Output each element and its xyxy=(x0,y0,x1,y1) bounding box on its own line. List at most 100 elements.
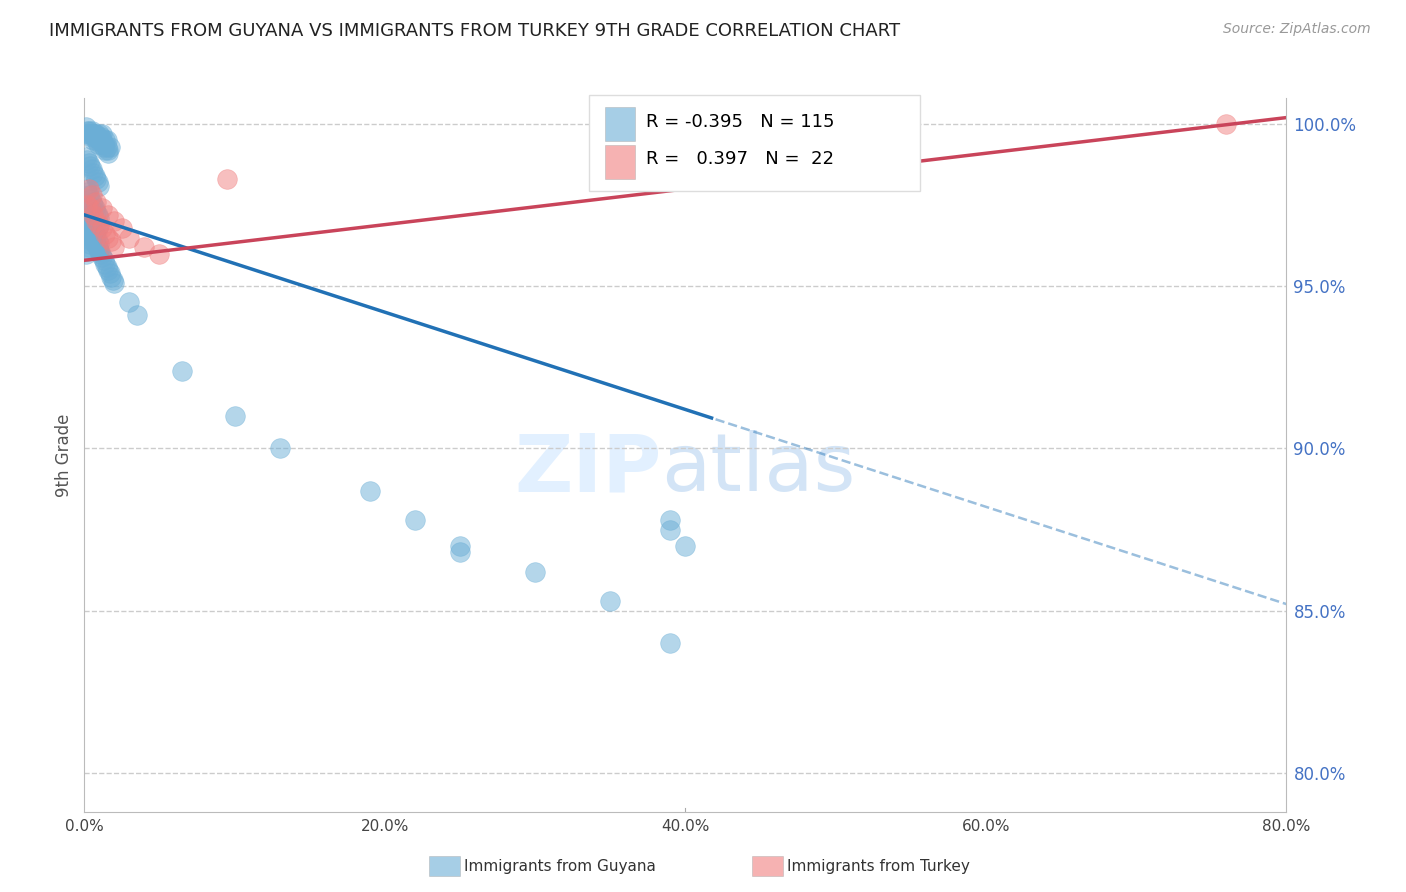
Point xyxy=(87,136,110,151)
Point xyxy=(82,208,104,222)
Point xyxy=(90,130,112,145)
Point xyxy=(97,143,120,157)
Point xyxy=(659,523,682,537)
Point xyxy=(134,240,156,254)
Point xyxy=(76,218,98,232)
Point xyxy=(118,295,141,310)
Point xyxy=(76,211,98,226)
Point xyxy=(83,169,105,183)
Point xyxy=(83,227,105,242)
Point xyxy=(97,146,120,161)
Point xyxy=(87,240,110,254)
Point xyxy=(76,153,98,167)
Point xyxy=(91,250,114,264)
Point xyxy=(77,156,100,170)
Point xyxy=(83,227,105,242)
Bar xyxy=(605,145,636,178)
Point xyxy=(91,220,114,235)
Point xyxy=(96,133,118,147)
Point xyxy=(86,133,108,147)
Point xyxy=(91,127,114,141)
Point xyxy=(76,123,98,137)
Point xyxy=(100,234,122,248)
Point xyxy=(79,224,101,238)
Point xyxy=(86,127,108,141)
Point xyxy=(87,240,110,254)
Text: atlas: atlas xyxy=(661,430,856,508)
Point xyxy=(1215,117,1237,131)
Point xyxy=(83,127,105,141)
FancyBboxPatch shape xyxy=(589,95,920,191)
Point xyxy=(83,130,105,145)
Point xyxy=(86,214,108,228)
Point xyxy=(111,220,134,235)
Point xyxy=(75,214,97,228)
Point xyxy=(86,204,108,219)
Point xyxy=(76,218,98,232)
Point xyxy=(524,565,547,579)
Point xyxy=(90,247,112,261)
Point xyxy=(675,539,697,553)
Point xyxy=(77,220,100,235)
Point xyxy=(76,244,98,258)
Bar xyxy=(605,107,636,141)
Point xyxy=(89,237,111,252)
Point xyxy=(93,136,115,151)
Point xyxy=(75,208,97,222)
Point xyxy=(148,247,170,261)
Point xyxy=(83,234,105,248)
Point xyxy=(80,188,103,202)
Point xyxy=(170,363,193,377)
Point xyxy=(75,120,97,135)
Point xyxy=(80,123,103,137)
Point xyxy=(77,188,100,202)
Point xyxy=(94,133,117,147)
Point xyxy=(94,256,117,270)
Point xyxy=(82,127,104,141)
Point xyxy=(89,127,111,141)
Point xyxy=(79,218,101,232)
Point xyxy=(269,442,291,456)
Point xyxy=(96,260,118,274)
Point xyxy=(77,182,100,196)
Point xyxy=(75,149,97,163)
Point xyxy=(94,227,117,242)
Point xyxy=(86,172,108,186)
Point xyxy=(91,202,114,216)
Point xyxy=(97,263,120,277)
Point xyxy=(83,202,105,216)
Point xyxy=(97,230,120,244)
Point xyxy=(97,208,120,222)
Text: IMMIGRANTS FROM GUYANA VS IMMIGRANTS FROM TURKEY 9TH GRADE CORRELATION CHART: IMMIGRANTS FROM GUYANA VS IMMIGRANTS FRO… xyxy=(49,22,900,40)
Point xyxy=(87,176,110,190)
Point xyxy=(404,513,426,527)
Y-axis label: 9th Grade: 9th Grade xyxy=(55,413,73,497)
Point xyxy=(224,409,246,423)
Point xyxy=(93,140,115,154)
Text: Source: ZipAtlas.com: Source: ZipAtlas.com xyxy=(1223,22,1371,37)
Point xyxy=(96,140,118,154)
Point xyxy=(359,483,381,498)
Point xyxy=(86,224,108,238)
Point xyxy=(103,276,125,290)
Point xyxy=(125,309,148,323)
Text: Immigrants from Turkey: Immigrants from Turkey xyxy=(787,859,970,873)
Point xyxy=(89,244,111,258)
Text: ZIP: ZIP xyxy=(515,430,661,508)
Text: R = -0.395   N = 115: R = -0.395 N = 115 xyxy=(645,112,834,130)
Point xyxy=(75,182,97,196)
Point xyxy=(79,127,101,141)
Point xyxy=(80,234,103,248)
Point xyxy=(75,247,97,261)
Point xyxy=(82,224,104,238)
Point xyxy=(83,234,105,248)
Point xyxy=(76,198,98,212)
Point xyxy=(87,220,110,235)
Point xyxy=(98,140,121,154)
Point xyxy=(93,253,115,268)
Point xyxy=(77,127,100,141)
Text: R =   0.397   N =  22: R = 0.397 N = 22 xyxy=(645,151,834,169)
Point xyxy=(118,230,141,244)
Point xyxy=(82,230,104,244)
Text: Immigrants from Guyana: Immigrants from Guyana xyxy=(464,859,655,873)
